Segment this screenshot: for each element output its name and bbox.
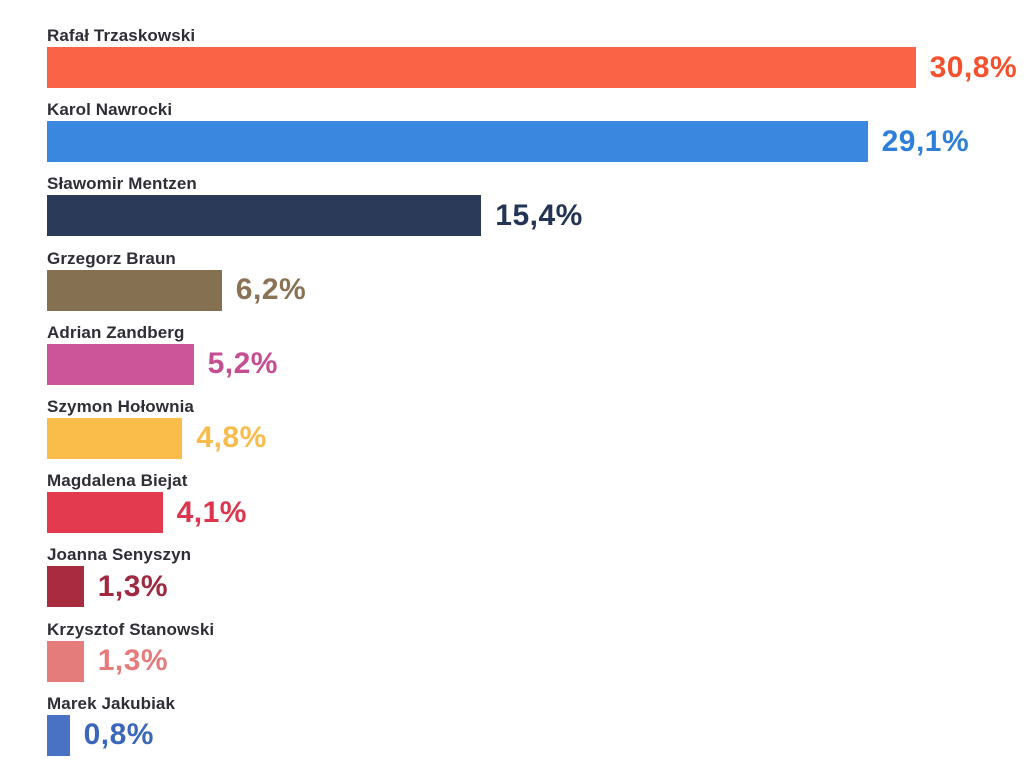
bar [47,195,482,237]
bar-line: 30,8% [47,47,1032,88]
chart-row: Adrian Zandberg 5,2% [47,323,1032,397]
bar-line: 1,3% [47,566,1032,608]
chart-row: Grzegorz Braun 6,2% [47,249,1032,323]
bar-line: 1,3% [47,640,1032,682]
bar [47,492,163,534]
bar-line: 6,2% [47,269,1032,311]
value-label: 15,4% [495,198,583,232]
candidate-name: Marek Jakubiak [47,693,176,713]
value-label: 5,2% [207,347,278,381]
bar [47,343,194,385]
bar [47,714,70,756]
candidate-name: Sławomir Mentzen [47,174,197,194]
bar-line: 5,2% [47,343,1032,385]
chart-row: Joanna Senyszyn 1,3% [47,545,1032,619]
chart-row: Szymon Hołownia 4,8% [47,397,1032,471]
candidate-name: Adrian Zandberg [47,322,185,342]
bar [47,566,84,608]
bar [47,269,222,311]
chart-row: Krzysztof Stanowski 1,3% [47,620,1032,694]
candidate-name: Grzegorz Braun [47,248,176,268]
chart-row: Magdalena Biejat 4,1% [47,471,1032,545]
bar-line: 29,1% [47,121,1032,163]
bar-line: 0,8% [47,714,1032,756]
candidate-name: Rafał Trzaskowski [47,26,196,45]
value-label: 4,8% [196,421,267,455]
value-label: 0,8% [83,718,154,752]
value-label: 30,8% [929,50,1018,84]
value-label: 29,1% [881,124,970,158]
candidate-name: Szymon Hołownia [47,396,194,416]
bar [47,640,84,682]
chart-row: Rafał Trzaskowski 30,8% [47,26,1032,100]
bar [47,121,868,163]
candidate-name: Krzysztof Stanowski [47,619,215,639]
bar-chart: Rafał Trzaskowski 30,8% Karol Nawrocki 2… [47,26,1032,768]
chart-row: Marek Jakubiak 0,8% [47,694,1032,768]
bar-line: 15,4% [47,195,1032,237]
value-label: 6,2% [235,273,307,307]
bar [47,47,916,88]
candidate-name: Karol Nawrocki [47,100,173,120]
bar-line: 4,1% [47,492,1032,534]
value-label: 1,3% [97,644,169,677]
chart-row: Karol Nawrocki 29,1% [47,100,1032,174]
candidate-name: Joanna Senyszyn [47,545,192,565]
bar-line: 4,8% [47,417,1032,459]
bar [47,417,183,459]
value-label: 4,1% [176,495,247,529]
value-label: 1,3% [97,569,169,603]
candidate-name: Magdalena Biejat [47,471,188,491]
chart-row: Sławomir Mentzen 15,4% [47,174,1032,248]
